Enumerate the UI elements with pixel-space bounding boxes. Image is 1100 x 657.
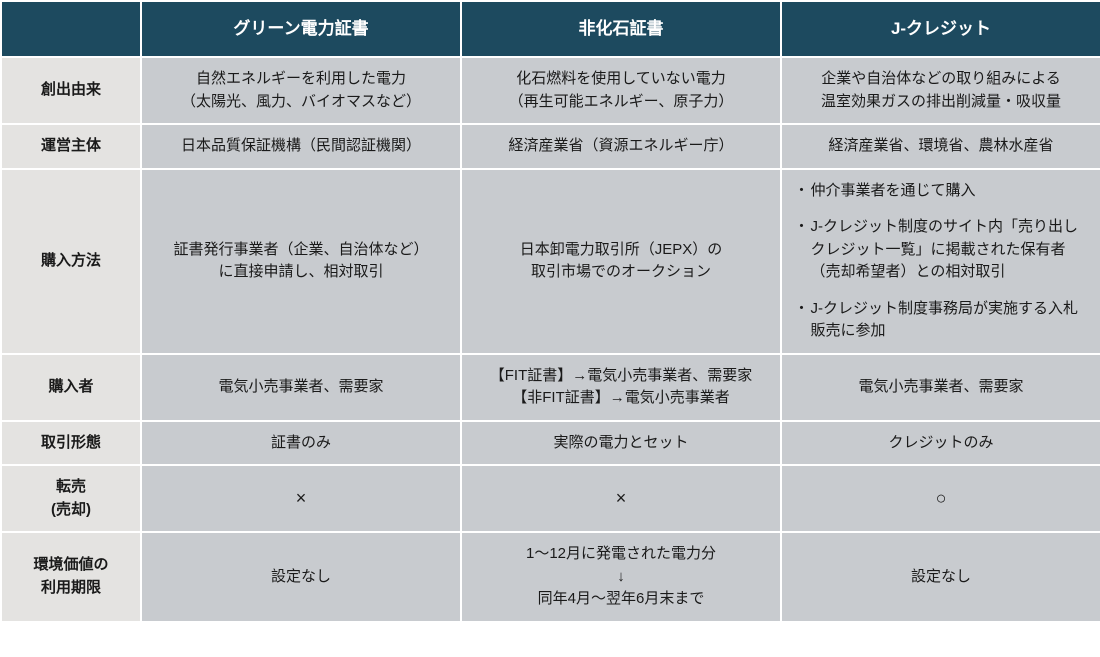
cell-line: ↓ bbox=[474, 566, 768, 589]
table-cell: 化石燃料を使用していない電力（再生可能エネルギー、原子力） bbox=[461, 57, 781, 124]
table-cell: 電気小売事業者、需要家 bbox=[141, 354, 461, 421]
cell-line: 設定なし bbox=[154, 566, 448, 589]
cell-line: 証書のみ bbox=[154, 432, 448, 455]
table-cell: 仲介事業者を通じて購入 J-クレジット制度のサイト内「売り出しクレジット一覧」に掲… bbox=[781, 169, 1100, 354]
col-header-2: 非化石証書 bbox=[461, 1, 781, 57]
table-row: 購入者電気小売事業者、需要家【FIT証書】→電気小売事業者、需要家【非FIT証書… bbox=[1, 354, 1100, 421]
cell-line: 実際の電力とセット bbox=[474, 432, 768, 455]
cell-line: 設定なし bbox=[794, 566, 1088, 589]
row-header: 転売(売却) bbox=[1, 465, 141, 532]
cell-line: 日本品質保証機構（民間認証機関） bbox=[154, 135, 448, 158]
cell-line: 取引市場でのオークション bbox=[474, 261, 768, 284]
table-cell: × bbox=[461, 465, 781, 532]
row-header: 購入者 bbox=[1, 354, 141, 421]
table-row: 環境価値の利用期限設定なし1～12月に発電された電力分↓同年4月～翌年6月末まで… bbox=[1, 532, 1100, 622]
cell-line: 経済産業省（資源エネルギー庁） bbox=[474, 135, 768, 158]
table-cell: クレジットのみ bbox=[781, 421, 1100, 466]
mark-symbol: ○ bbox=[936, 488, 947, 508]
row-header: 創出由来 bbox=[1, 57, 141, 124]
table-cell: 証書発行事業者（企業、自治体など）に直接申請し、相対取引 bbox=[141, 169, 461, 354]
table-row: 運営主体日本品質保証機構（民間認証機関） 経済産業省（資源エネルギー庁） 経済産業省… bbox=[1, 124, 1100, 169]
table-cell: ○ bbox=[781, 465, 1100, 532]
cell-line: 1～12月に発電された電力分 bbox=[474, 543, 768, 566]
row-header: 運営主体 bbox=[1, 124, 141, 169]
table-cell: 日本品質保証機構（民間認証機関） bbox=[141, 124, 461, 169]
cell-line: 同年4月～翌年6月末まで bbox=[474, 588, 768, 611]
cell-line: 電気小売事業者、需要家 bbox=[794, 376, 1088, 399]
cell-line: （再生可能エネルギー、原子力） bbox=[474, 91, 768, 114]
table-cell: 【FIT証書】→電気小売事業者、需要家【非FIT証書】→電気小売事業者 bbox=[461, 354, 781, 421]
header-corner bbox=[1, 1, 141, 57]
cell-line: 温室効果ガスの排出削減量・吸収量 bbox=[794, 91, 1088, 114]
bullet-item: 仲介事業者を通じて購入 bbox=[794, 180, 1088, 203]
table-cell: × bbox=[141, 465, 461, 532]
row-header: 環境価値の利用期限 bbox=[1, 532, 141, 622]
table-cell: 実際の電力とセット bbox=[461, 421, 781, 466]
table-cell: 証書のみ bbox=[141, 421, 461, 466]
mark-symbol: × bbox=[296, 488, 307, 508]
cell-line: 経済産業省、環境省、農林水産省 bbox=[794, 135, 1088, 158]
cell-line: に直接申請し、相対取引 bbox=[154, 261, 448, 284]
table-cell: 経済産業省、環境省、農林水産省 bbox=[781, 124, 1100, 169]
cell-line: 【非FIT証書】→電気小売事業者 bbox=[474, 387, 768, 410]
table-row: 購入方法証書発行事業者（企業、自治体など）に直接申請し、相対取引日本卸電力取引所… bbox=[1, 169, 1100, 354]
bullet-item: J-クレジット制度のサイト内「売り出しクレジット一覧」に掲載された保有者（売却希… bbox=[794, 216, 1088, 284]
cell-line: クレジットのみ bbox=[794, 432, 1088, 455]
cell-line: 【FIT証書】→電気小売事業者、需要家 bbox=[474, 365, 768, 388]
table-header-row: グリーン電力証書 非化石証書 J-クレジット bbox=[1, 1, 1100, 57]
table-cell: 企業や自治体などの取り組みによる温室効果ガスの排出削減量・吸収量 bbox=[781, 57, 1100, 124]
table-cell: 日本卸電力取引所（JEPX）の取引市場でのオークション bbox=[461, 169, 781, 354]
table-row: 創出由来自然エネルギーを利用した電力（太陽光、風力、バイオマスなど）化石燃料を使… bbox=[1, 57, 1100, 124]
table-cell: 経済産業省（資源エネルギー庁） bbox=[461, 124, 781, 169]
row-header: 購入方法 bbox=[1, 169, 141, 354]
table-cell: 電気小売事業者、需要家 bbox=[781, 354, 1100, 421]
table-row: 転売(売却) × × ○ bbox=[1, 465, 1100, 532]
mark-symbol: × bbox=[616, 488, 627, 508]
cell-line: 化石燃料を使用していない電力 bbox=[474, 68, 768, 91]
bullet-item: J-クレジット制度事務局が実施する入札販売に参加 bbox=[794, 298, 1088, 343]
table-body: 創出由来自然エネルギーを利用した電力（太陽光、風力、バイオマスなど）化石燃料を使… bbox=[1, 57, 1100, 622]
table-row: 取引形態証書のみ 実際の電力とセット クレジットのみ bbox=[1, 421, 1100, 466]
cell-line: （太陽光、風力、バイオマスなど） bbox=[154, 91, 448, 114]
cell-line: 電気小売事業者、需要家 bbox=[154, 376, 448, 399]
table-cell: 自然エネルギーを利用した電力（太陽光、風力、バイオマスなど） bbox=[141, 57, 461, 124]
comparison-table: グリーン電力証書 非化石証書 J-クレジット 創出由来自然エネルギーを利用した電… bbox=[0, 0, 1100, 623]
cell-line: 証書発行事業者（企業、自治体など） bbox=[154, 239, 448, 262]
table-cell: 1～12月に発電された電力分↓同年4月～翌年6月末まで bbox=[461, 532, 781, 622]
col-header-1: グリーン電力証書 bbox=[141, 1, 461, 57]
table-cell: 設定なし bbox=[781, 532, 1100, 622]
cell-line: 自然エネルギーを利用した電力 bbox=[154, 68, 448, 91]
cell-line: 日本卸電力取引所（JEPX）の bbox=[474, 239, 768, 262]
row-header: 取引形態 bbox=[1, 421, 141, 466]
table-cell: 設定なし bbox=[141, 532, 461, 622]
bullet-list: 仲介事業者を通じて購入 J-クレジット制度のサイト内「売り出しクレジット一覧」に掲… bbox=[794, 180, 1088, 343]
col-header-3: J-クレジット bbox=[781, 1, 1100, 57]
cell-line: 企業や自治体などの取り組みによる bbox=[794, 68, 1088, 91]
